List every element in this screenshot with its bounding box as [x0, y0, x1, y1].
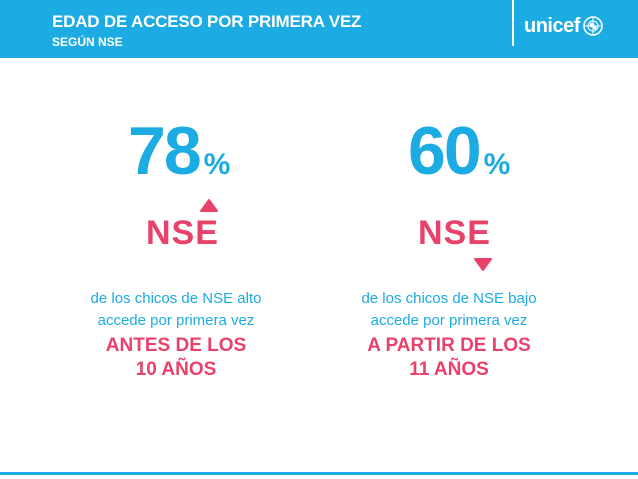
- header-divider: [512, 0, 514, 46]
- stat-number: 60: [408, 113, 482, 189]
- desc-high-line2: accede por primera vez: [97, 312, 255, 329]
- nse-label-high: NSE: [146, 214, 219, 252]
- desc-low-line2: accede por primera vez: [370, 312, 528, 329]
- stat-percent-low: 60%: [408, 112, 510, 190]
- unicef-emblem-icon: [583, 16, 603, 36]
- unicef-logo: unicef: [524, 12, 624, 40]
- desc-high-line1: de los chicos de NSE alto: [90, 290, 262, 307]
- nse-label-low: NSE: [418, 214, 491, 252]
- bottom-rule: [0, 472, 638, 475]
- header-bar: EDAD DE ACCESO POR PRIMERA VEZ SEGÚN NSE…: [0, 0, 638, 58]
- highlight-low-line1: A PARTIR DE LOS: [367, 335, 531, 356]
- highlight-high-line2: 10 AÑOS: [135, 359, 217, 380]
- percent-sign: %: [203, 148, 231, 181]
- logo-text: unicef: [524, 14, 580, 37]
- page-subtitle: SEGÚN NSE: [52, 35, 123, 49]
- percent-sign: %: [483, 148, 511, 181]
- arrow-down-icon: [474, 258, 492, 271]
- highlight-low-line2: 11 AÑOS: [409, 359, 489, 380]
- highlight-high-line1: ANTES DE LOS: [105, 335, 247, 356]
- desc-low-line1: de los chicos de NSE bajo: [361, 290, 537, 307]
- arrow-up-icon: [200, 199, 218, 212]
- stat-percent-high: 78%: [128, 112, 230, 190]
- stat-number: 78: [128, 113, 202, 189]
- page-title: EDAD DE ACCESO POR PRIMERA VEZ: [52, 12, 362, 31]
